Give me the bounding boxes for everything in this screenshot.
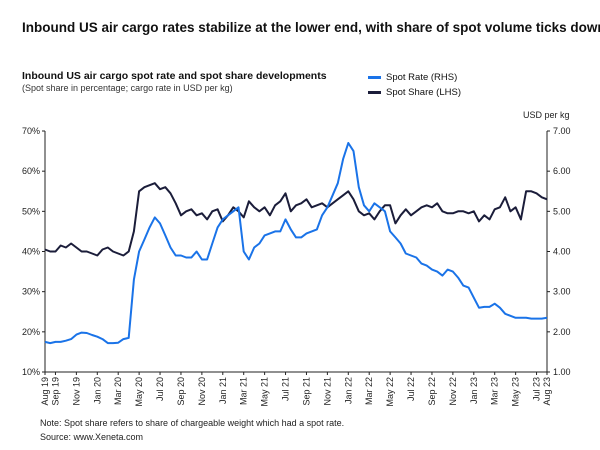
x-axis-tick-label: Nov 21 xyxy=(322,377,332,406)
x-axis-tick-label: Nov 19 xyxy=(71,377,81,406)
x-axis-tick-label: Sep 21 xyxy=(301,377,311,406)
x-axis-tick-label: Aug 19 xyxy=(40,377,50,406)
right-axis-unit: USD per kg xyxy=(523,110,570,120)
legend-swatch-spot-share xyxy=(368,91,381,94)
x-axis-tick-label: Mar 23 xyxy=(490,377,500,405)
x-axis-tick-label: Mar 20 xyxy=(113,377,123,405)
chart-legend: Spot Rate (RHS) Spot Share (LHS) xyxy=(368,70,461,100)
right-axis-tick-label: 6.00 xyxy=(553,166,571,176)
chart-footnote: Note: Spot share refers to share of char… xyxy=(40,418,345,428)
left-axis-tick-label: 30% xyxy=(22,287,40,297)
right-axis-tick-label: 2.00 xyxy=(553,327,571,337)
page-headline: Inbound US air cargo rates stabilize at … xyxy=(22,20,600,35)
chart-source: Source: www.Xeneta.com xyxy=(40,432,144,442)
x-axis-tick-label: Aug 23 xyxy=(542,377,552,406)
spot-rate-line xyxy=(44,142,548,345)
right-axis-tick-label: 4.00 xyxy=(553,247,571,257)
legend-item-spot-share: Spot Share (LHS) xyxy=(368,85,461,100)
legend-swatch-spot-rate xyxy=(368,76,381,79)
right-axis-tick-label: 1.00 xyxy=(553,367,571,377)
x-axis-tick-label: Jan 22 xyxy=(343,377,353,404)
left-axis-tick-label: 50% xyxy=(22,206,40,216)
right-axis-tick-label: 7.00 xyxy=(553,126,571,136)
left-axis-tick-label: 60% xyxy=(22,166,40,176)
x-axis-tick-label: May 20 xyxy=(134,377,144,407)
x-axis-tick-label: Jul 22 xyxy=(406,377,416,401)
right-axis-tick-label: 5.00 xyxy=(553,206,571,216)
spot-share-line xyxy=(44,182,548,257)
x-axis-tick-label: Mar 22 xyxy=(364,377,374,405)
legend-label-spot-rate: Spot Rate (RHS) xyxy=(386,72,458,83)
x-axis-tick-label: May 23 xyxy=(511,377,521,407)
chart-title: Inbound US air cargo spot rate and spot … xyxy=(22,70,327,82)
x-axis-tick-label: May 21 xyxy=(260,377,270,407)
x-axis-tick-label: Sep 20 xyxy=(176,377,186,406)
x-axis-tick-label: Jan 20 xyxy=(92,377,102,404)
x-axis-tick-label: May 22 xyxy=(385,377,395,407)
x-axis-tick-label: Nov 20 xyxy=(197,377,207,406)
chart-subtitle: (Spot share in percentage; cargo rate in… xyxy=(22,83,233,93)
x-axis-tick-label: Jul 21 xyxy=(281,377,291,401)
right-axis-tick-label: 3.00 xyxy=(553,287,571,297)
left-axis-tick-label: 20% xyxy=(22,327,40,337)
x-axis-tick-label: Mar 21 xyxy=(239,377,249,405)
x-axis-tick-label: Jan 21 xyxy=(218,377,228,404)
x-axis-tick-label: Jul 20 xyxy=(155,377,165,401)
x-axis-tick-label: Jan 23 xyxy=(469,377,479,404)
left-axis-tick-label: 10% xyxy=(22,367,40,377)
x-axis-tick-label: Nov 22 xyxy=(448,377,458,406)
x-axis-tick-label: Jul 23 xyxy=(532,377,542,401)
x-axis-tick-label: Sep 22 xyxy=(427,377,437,406)
left-axis-tick-label: 70% xyxy=(22,126,40,136)
x-axis-tick-label: Sep 19 xyxy=(50,377,60,406)
legend-item-spot-rate: Spot Rate (RHS) xyxy=(368,70,461,85)
legend-label-spot-share: Spot Share (LHS) xyxy=(386,87,461,98)
left-axis-tick-label: 40% xyxy=(22,247,40,257)
